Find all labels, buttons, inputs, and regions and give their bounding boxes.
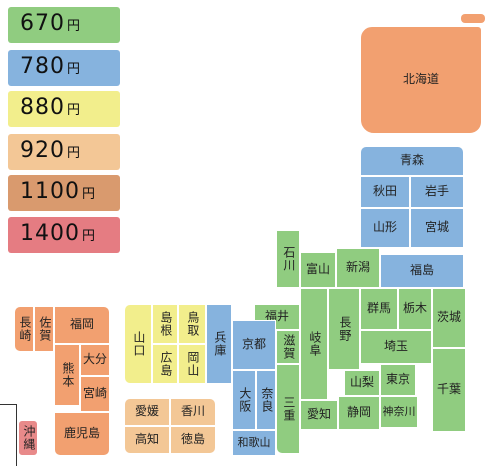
pref-kagoshima[interactable]: 鹿児島	[54, 412, 110, 456]
legend-price: 920	[20, 138, 65, 163]
pref-tottori[interactable]: 鳥取	[178, 304, 206, 344]
pref-kochi[interactable]: 高知	[124, 426, 170, 454]
okinawa-frame	[0, 404, 17, 466]
legend-item-780: 780 円	[8, 50, 120, 86]
legend-item-670: 670 円	[8, 7, 120, 43]
pref-hokkaido[interactable]: 北海道	[360, 26, 482, 134]
pref-yamaguchi[interactable]: 山口	[124, 304, 152, 384]
legend-price: 1100	[20, 179, 80, 204]
legend-item-880: 880 円	[8, 91, 120, 127]
pref-aichi[interactable]: 愛知	[300, 400, 338, 430]
pref-gunma[interactable]: 群馬	[360, 288, 398, 330]
pref-fukuoka[interactable]: 福岡	[54, 306, 110, 344]
legend-unit: 円	[67, 62, 82, 77]
legend-price: 1400	[20, 221, 80, 246]
pref-saitama[interactable]: 埼玉	[360, 330, 432, 364]
pref-miyagi[interactable]: 宮城	[410, 208, 464, 248]
legend-unit: 円	[67, 146, 82, 161]
legend-price: 780	[20, 54, 65, 79]
pref-kanagawa[interactable]: 神奈川	[380, 396, 418, 428]
legend-unit: 円	[82, 187, 97, 202]
pref-tokushima[interactable]: 徳島	[170, 426, 216, 454]
legend-price: 670	[20, 11, 65, 36]
pref-niigata[interactable]: 新潟	[336, 248, 380, 288]
pref-shizuoka[interactable]: 静岡	[338, 396, 380, 430]
legend-item-1400: 1400 円	[8, 217, 120, 253]
legend-unit: 円	[82, 229, 97, 244]
island-mark	[461, 14, 485, 23]
pref-kumamoto[interactable]: 熊本	[54, 344, 80, 406]
pref-oita[interactable]: 大分	[80, 344, 110, 376]
legend-item-1100: 1100 円	[8, 175, 120, 211]
pref-yamanashi[interactable]: 山梨	[344, 370, 380, 396]
pref-okayama[interactable]: 岡山	[178, 344, 206, 384]
legend-item-920: 920 円	[8, 134, 120, 170]
pref-miyazaki[interactable]: 宮崎	[80, 376, 110, 412]
pref-nara[interactable]: 奈良	[256, 370, 276, 430]
pref-tokyo[interactable]: 東京	[380, 364, 416, 396]
pref-saga[interactable]: 佐賀	[34, 306, 54, 352]
pref-ehime[interactable]: 愛媛	[124, 398, 170, 426]
pref-kyoto[interactable]: 京都	[232, 320, 276, 370]
pref-wakayama[interactable]: 和歌山	[232, 430, 276, 456]
pref-shimane[interactable]: 島根	[152, 304, 178, 344]
pref-gifu[interactable]: 岐阜	[300, 288, 328, 400]
pref-kagawa[interactable]: 香川	[170, 398, 216, 426]
pref-akita[interactable]: 秋田	[360, 176, 410, 208]
legend-unit: 円	[67, 19, 82, 34]
pref-ibaraki[interactable]: 茨城	[432, 288, 466, 348]
pref-hiroshima[interactable]: 広島	[152, 344, 178, 384]
pref-aomori[interactable]: 青森	[360, 146, 464, 176]
pref-ishikawa[interactable]: 石川	[276, 230, 300, 288]
pref-yamagata[interactable]: 山形	[360, 208, 410, 248]
pref-osaka[interactable]: 大阪	[232, 370, 256, 430]
legend-unit: 円	[67, 103, 82, 118]
pref-tochigi[interactable]: 栃木	[398, 288, 432, 330]
pref-nagasaki[interactable]: 長崎	[14, 306, 34, 352]
pref-iwate[interactable]: 岩手	[410, 176, 464, 208]
pref-shiga[interactable]: 滋賀	[276, 330, 300, 364]
pref-fukushima[interactable]: 福島	[380, 254, 464, 288]
pref-toyama[interactable]: 富山	[300, 252, 336, 288]
pref-okinawa[interactable]: 沖縄	[18, 420, 38, 456]
pref-mie[interactable]: 三重	[276, 364, 300, 454]
pref-hyogo[interactable]: 兵庫	[206, 304, 232, 384]
pref-nagano[interactable]: 長野	[328, 288, 360, 370]
pref-chiba[interactable]: 千葉	[432, 348, 466, 432]
legend-price: 880	[20, 95, 65, 120]
